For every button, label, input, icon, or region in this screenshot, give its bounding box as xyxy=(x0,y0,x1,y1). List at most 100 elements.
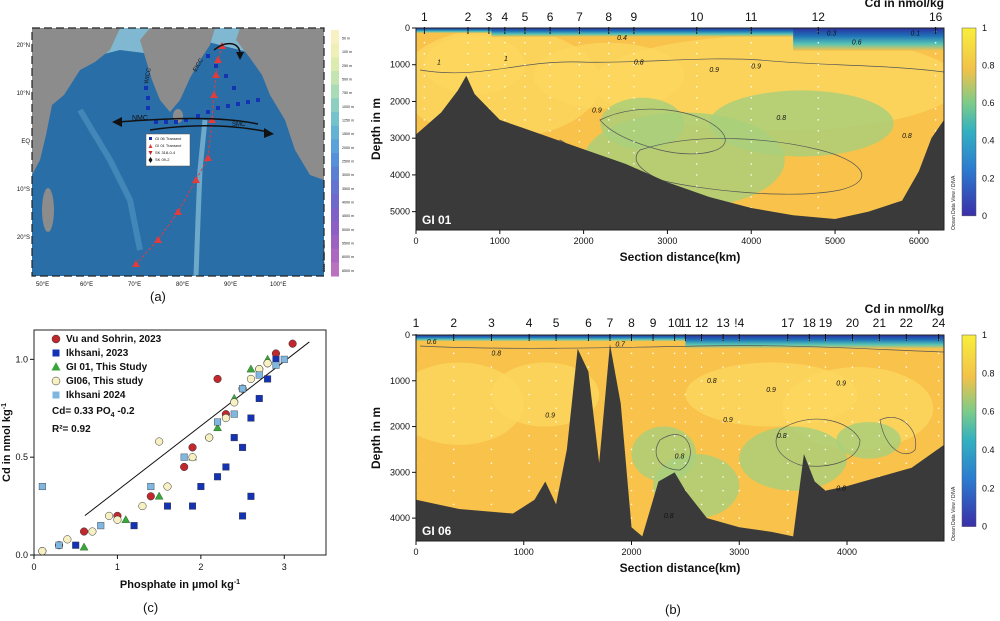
section-station-label: 2 xyxy=(465,10,472,24)
map-lon-tick: 100°E xyxy=(270,282,286,288)
scatter-legend-label: GI 01, This Study xyxy=(66,362,148,373)
section-sample-dot xyxy=(555,379,557,382)
section-sample-dot xyxy=(633,74,635,77)
section-sample-dot xyxy=(587,366,590,368)
section-sample-dot xyxy=(817,185,820,187)
section-sample-dot xyxy=(524,41,526,44)
section-sample-dot xyxy=(937,352,940,355)
section-sample-dot xyxy=(673,421,676,423)
gi06-transect-stations xyxy=(144,54,260,124)
section-sample-dot xyxy=(786,503,789,506)
section-sample-dot xyxy=(578,130,581,132)
gi06-station-marker xyxy=(216,106,220,110)
section-sample-dot xyxy=(851,448,854,451)
map-legend-gi06: GI 06 Transect xyxy=(155,136,182,141)
map-depth-swatch xyxy=(331,194,339,209)
section-low-patch xyxy=(709,90,894,157)
section-sample-dot xyxy=(528,448,530,451)
map-lat-tick: 20°N xyxy=(17,43,30,49)
section-sample-dot xyxy=(700,366,703,368)
section-x-tick-label: 1000 xyxy=(490,236,510,246)
map-depth-swatch xyxy=(331,57,339,72)
section-sample-dot xyxy=(817,85,820,88)
section-sample-dot xyxy=(488,41,490,44)
section-sample-dot xyxy=(695,163,698,165)
gi06-station-marker xyxy=(224,74,228,78)
section-sample-dot xyxy=(700,407,703,410)
section-sample-dot xyxy=(750,185,753,187)
current-label-wicc: WICC xyxy=(144,67,153,84)
section-sample-dot xyxy=(490,476,493,478)
scatter-point xyxy=(138,502,147,511)
section-y-tick-label: 2000 xyxy=(390,96,410,106)
section-contour-label: 0.9 xyxy=(766,387,776,394)
map-depth-swatch xyxy=(331,166,339,181)
section-sample-dot xyxy=(695,52,698,55)
section-contour-label: 0.7 xyxy=(615,341,626,348)
section-body: 0.1 0.3 0.4 0.6 0.8 0.9 0.9 1 1 0.9 0.8 0.8 xyxy=(416,28,944,230)
gi06-station-marker xyxy=(214,64,218,68)
section-sample-dot xyxy=(528,434,530,437)
section-sample-dot xyxy=(878,379,881,382)
section-contour-label: 0.6 xyxy=(852,40,862,47)
section-sample-dot xyxy=(700,393,703,396)
section-sample-dot xyxy=(452,393,455,396)
section-sample-dot xyxy=(488,63,490,66)
section-sample-dot xyxy=(934,96,937,99)
gi01-station-marker xyxy=(210,91,218,98)
section-sample-dot xyxy=(490,421,493,423)
section-sample-dot xyxy=(722,352,724,355)
section-sample-dot xyxy=(630,366,633,368)
section-sample-dot xyxy=(700,421,703,423)
section-sample-dot xyxy=(722,407,724,410)
gi01-station-marker xyxy=(204,154,212,161)
section-sample-dot xyxy=(630,462,633,464)
section-sample-dot xyxy=(423,63,426,66)
scatter-point xyxy=(263,359,272,368)
section-station-label: 9 xyxy=(631,10,638,24)
scatter-x-tick-label: 0 xyxy=(31,562,36,572)
map-depth-swatch xyxy=(331,112,339,127)
map-depth-label: 750 m xyxy=(342,91,352,95)
scatter-point xyxy=(255,371,263,379)
section-x-tick-label: 0 xyxy=(413,547,418,557)
section-sample-dot xyxy=(738,476,741,478)
section-sample-dot xyxy=(652,421,654,423)
scatter-legend-label: Ikhsani, 2023 xyxy=(66,348,129,359)
section-sample-dot xyxy=(504,63,506,66)
scatter-point xyxy=(72,541,80,549)
map-depth-label: 5000 m xyxy=(342,228,354,232)
section-station-label: 1 xyxy=(421,10,428,24)
scatter-y-tick-label: 0.0 xyxy=(15,550,28,560)
section-sample-dot xyxy=(817,52,820,55)
section-station-label: 7 xyxy=(576,10,583,24)
map-lon-tick: 70°E xyxy=(128,282,141,288)
section-contour-label: 0.9 xyxy=(836,380,846,387)
section-station-label: 3 xyxy=(486,10,493,24)
map-lat-ticks: 20°N 10°N EQ 10°S 20°S xyxy=(17,43,31,241)
section-y-tick-label: 4000 xyxy=(390,170,410,180)
map-depth-label: 500 m xyxy=(342,78,352,82)
section-station-label: 6 xyxy=(585,316,592,330)
section-sample-dot xyxy=(700,379,703,382)
section-sample-dot xyxy=(750,85,753,88)
section-sample-dot xyxy=(934,74,937,77)
section-contour-label: 0.3 xyxy=(827,30,837,37)
section-sample-dot xyxy=(578,52,581,55)
section-sample-dot xyxy=(722,421,724,423)
section-sample-dot xyxy=(652,352,654,355)
section-sample-dot xyxy=(905,421,908,423)
section-station-label: 19 xyxy=(819,316,833,330)
map-depth-label: 1250 m xyxy=(342,119,354,123)
section-contour-label: 1 xyxy=(437,60,441,67)
section-y-tick-label: 0 xyxy=(405,23,410,33)
scatter-point xyxy=(239,512,247,520)
section-sample-dot xyxy=(934,130,937,132)
section-sample-dot xyxy=(633,119,635,121)
section-sample-dot xyxy=(490,352,493,355)
section-station-label: 1 xyxy=(413,316,420,330)
section-sample-dot xyxy=(630,489,633,492)
section-sample-dot xyxy=(633,108,635,110)
section-sample-dot xyxy=(630,448,633,451)
section-sample-dot xyxy=(490,462,493,464)
